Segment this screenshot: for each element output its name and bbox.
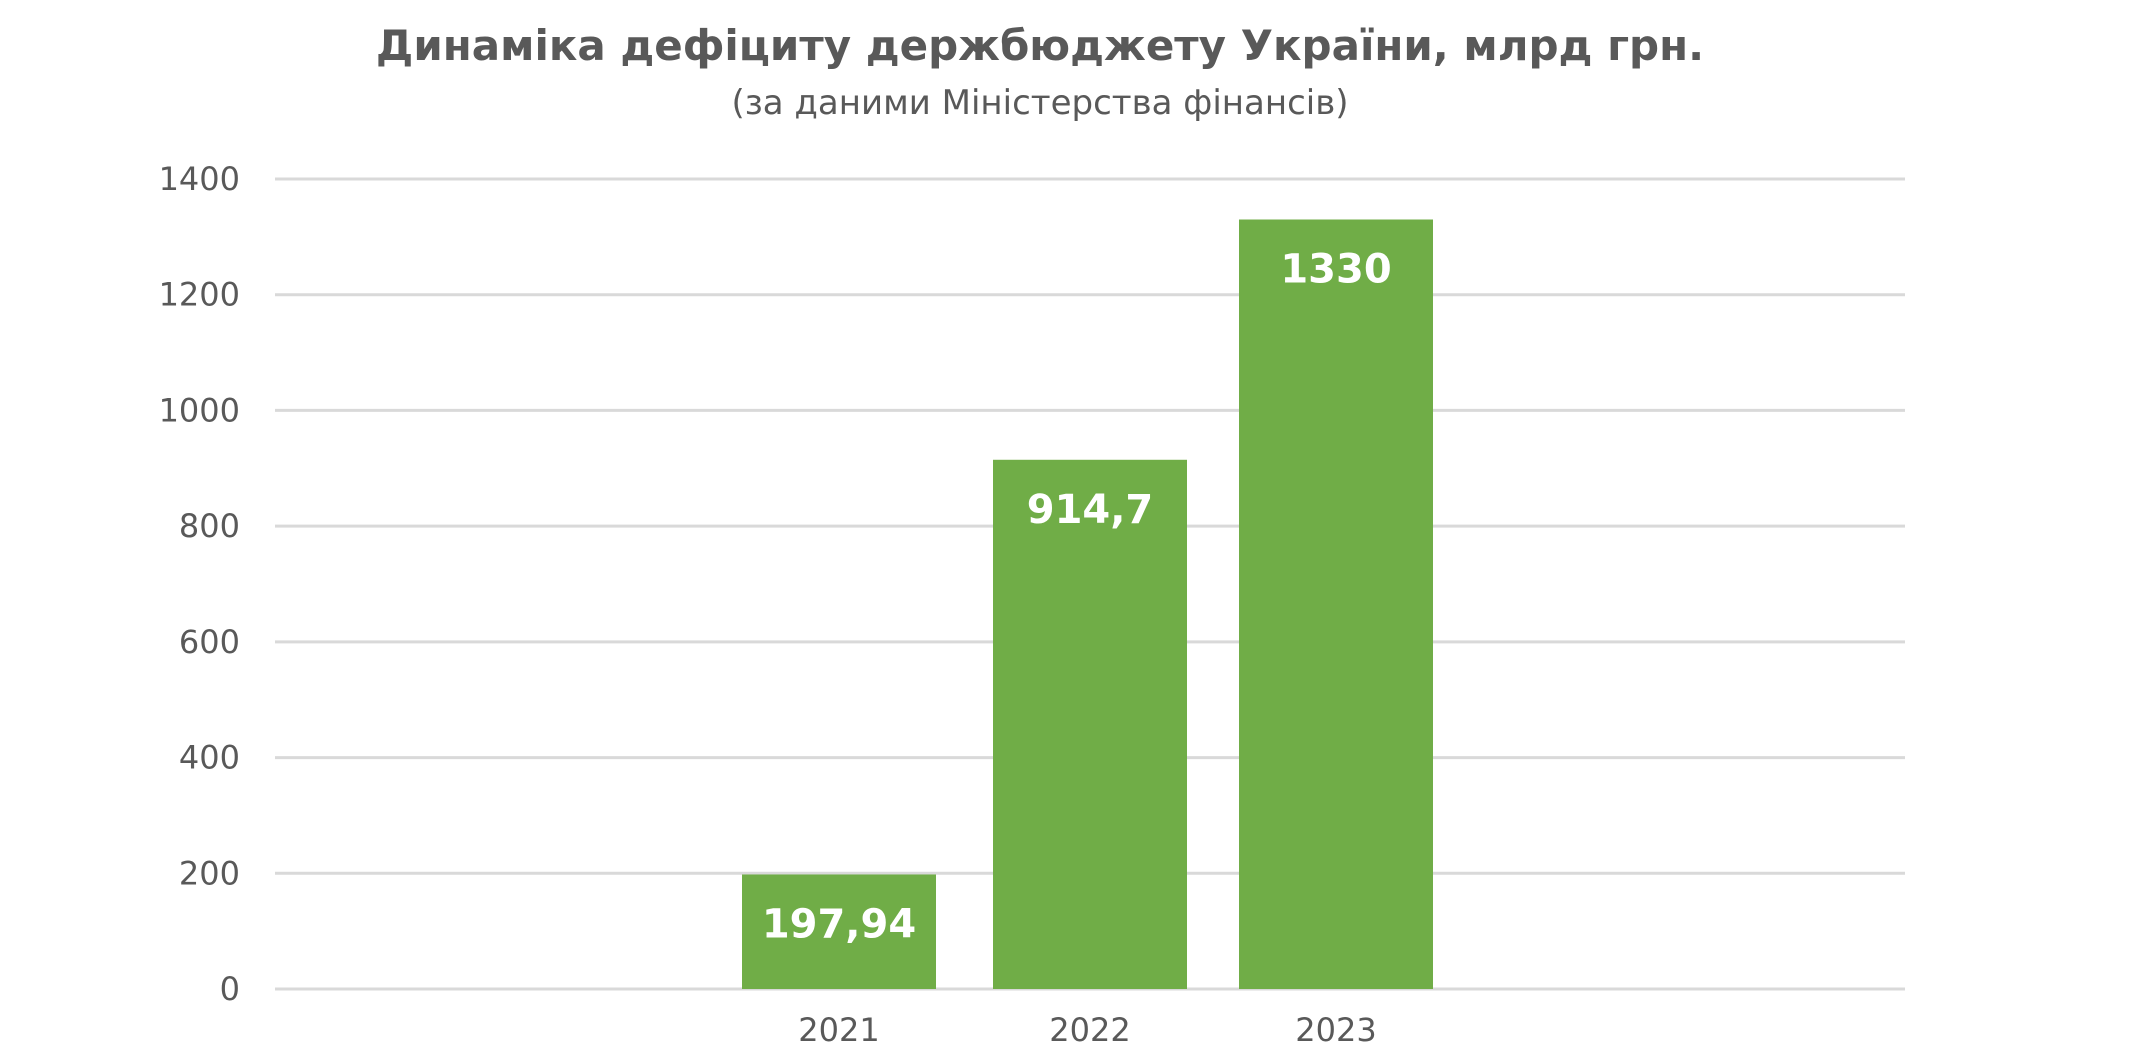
data-labels: 197,94 914,7 1330 <box>762 247 1392 948</box>
y-tick-label: 400 <box>179 739 240 777</box>
x-tick-label-2021: 2021 <box>798 1011 879 1049</box>
bar-2023 <box>1239 219 1433 989</box>
y-tick-label: 1200 <box>159 276 240 314</box>
chart-title: Динаміка дефіциту держбюджету України, м… <box>376 21 1704 70</box>
x-axis-ticks: 2021 2022 2023 <box>798 1011 1376 1049</box>
data-label-2022: 914,7 <box>1027 487 1154 533</box>
y-tick-label: 1400 <box>159 160 240 198</box>
y-tick-label: 600 <box>179 623 240 661</box>
y-tick-label: 1000 <box>159 391 240 429</box>
y-tick-label: 0 <box>220 970 240 1008</box>
bar-2022 <box>993 459 1187 989</box>
y-tick-label: 800 <box>179 507 240 545</box>
x-tick-label-2023: 2023 <box>1295 1011 1376 1049</box>
chart-subtitle: (за даними Міністерства фінансів) <box>731 83 1348 123</box>
y-axis-ticks: 0 200 400 600 800 1000 1200 1400 <box>159 160 240 1008</box>
data-label-2021: 197,94 <box>762 901 916 947</box>
bars <box>742 219 1433 989</box>
y-tick-label: 200 <box>179 854 240 892</box>
x-tick-label-2022: 2022 <box>1049 1011 1130 1049</box>
data-label-2023: 1330 <box>1280 247 1391 293</box>
bar-2021 <box>742 874 936 989</box>
